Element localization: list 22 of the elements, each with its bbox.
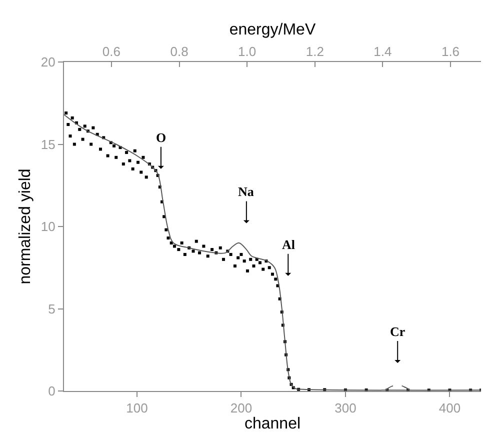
x2-tick-label: 1.2 xyxy=(306,44,324,59)
annotation: O xyxy=(156,130,166,145)
annotation: Cr xyxy=(390,324,406,339)
x-tick-label: 200 xyxy=(230,400,252,416)
y-tick-label: 20 xyxy=(40,54,56,70)
x-tick-label: 100 xyxy=(126,400,148,416)
x2-tick-label: 0.6 xyxy=(102,44,120,59)
y-tick-label: 0 xyxy=(48,384,56,399)
annotation: Na xyxy=(238,184,254,199)
y-tick-label: 10 xyxy=(40,219,56,234)
x2-tick-label: 1.6 xyxy=(441,44,460,59)
x2-tick-label: 1.4 xyxy=(374,44,392,59)
x2-tick-label: 1.0 xyxy=(238,44,256,59)
y-axis-title: normalized yield xyxy=(16,168,34,284)
y-tick-label: 5 xyxy=(48,301,56,316)
x-tick-label: 300 xyxy=(334,400,356,416)
annotation: Al xyxy=(282,237,296,252)
x2-axis-title: energy/MeV xyxy=(229,22,316,39)
x-axis-title: channel xyxy=(244,416,301,433)
x-tick-label: 400 xyxy=(438,400,461,416)
y-tick-label: 15 xyxy=(40,136,56,152)
x2-tick-label: 0.8 xyxy=(170,44,188,59)
